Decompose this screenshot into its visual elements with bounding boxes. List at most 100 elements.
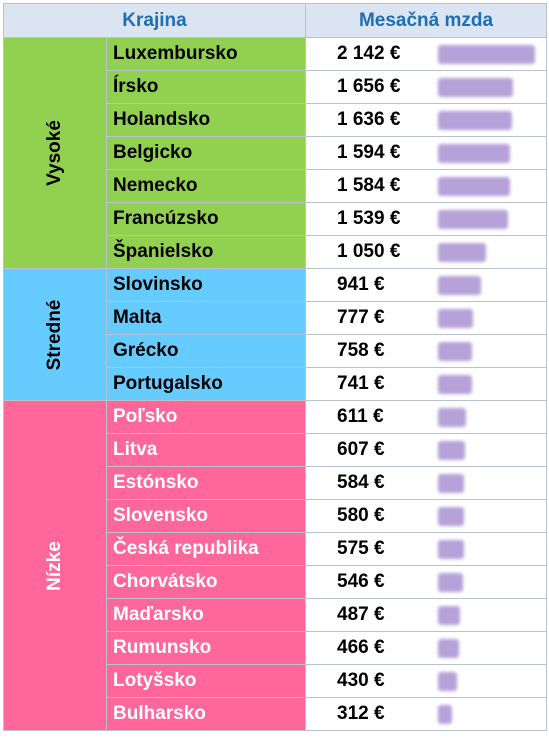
wage-cell: 1 636 € (305, 103, 548, 137)
wage-cell: 430 € (305, 664, 548, 698)
wage-cell: 575 € (305, 532, 548, 566)
wage-bar (438, 639, 460, 658)
group-label: Stredné (44, 299, 65, 370)
country-name: Slovensko (105, 499, 307, 533)
table-row: Stredné Slovinsko 941 € (3, 268, 548, 401)
table-row: Írsko 1 656 € (4, 70, 548, 104)
header-wage: Mesačná mzda (305, 3, 548, 38)
wage-bar (438, 507, 465, 526)
wage-bar (438, 243, 487, 262)
wage-cell: 758 € (305, 334, 548, 368)
wage-bar (438, 144, 511, 163)
wage-value: 758 € (337, 340, 385, 361)
table-row: Portugalsko 741 € (4, 367, 548, 401)
wage-bar (438, 111, 513, 130)
country-name: Belgicko (105, 136, 307, 170)
wage-cell: 1 594 € (305, 136, 548, 170)
wage-bar (438, 474, 465, 493)
country-name: Francúzsko (105, 202, 307, 236)
table-row: Holandsko 1 636 € (4, 103, 548, 137)
header-row: Krajina Mesačná mzda (2, 3, 548, 38)
wage-cell: 777 € (305, 301, 548, 335)
country-name: Malta (105, 301, 307, 335)
wage-value: 607 € (337, 439, 385, 460)
table-row: Nemecko 1 584 € (4, 169, 548, 203)
wage-value: 941 € (337, 274, 385, 295)
wage-bar (438, 210, 509, 229)
wage-value: 312 € (337, 703, 385, 724)
country-name: Nemecko (105, 169, 307, 203)
wage-value: 584 € (337, 472, 385, 493)
wage-bar (438, 705, 453, 724)
country-name: Litva (105, 433, 307, 467)
table-row: Francúzsko 1 539 € (4, 202, 548, 236)
country-name: Bulharsko (105, 697, 307, 731)
wage-cell: 1 656 € (305, 70, 548, 104)
wage-value: 466 € (337, 637, 385, 658)
table-row: Maďarsko 487 € (4, 598, 548, 632)
wage-bar (438, 408, 467, 427)
table-body: Vysoké Luxembursko 2 142 € Írsko 1 656 € Hola… (3, 37, 548, 731)
wage-cell: 1 539 € (305, 202, 548, 236)
wage-cell: 2 142 € (305, 37, 548, 71)
country-name: Grécko (105, 334, 307, 368)
wage-value: 580 € (337, 505, 385, 526)
table-row: Belgicko 1 594 € (4, 136, 548, 170)
wage-cell: 580 € (305, 499, 548, 533)
table-row: Estónsko 584 € (4, 466, 548, 500)
wage-bar (438, 177, 511, 196)
wage-value: 1 594 € (337, 142, 401, 163)
group-cell: Nízke (3, 400, 107, 731)
wage-bar (438, 375, 473, 394)
wage-table: Krajina Mesačná mzda Vysoké Luxembursko 2 … (2, 3, 548, 731)
wage-bar (438, 606, 461, 625)
wage-bar (438, 672, 458, 691)
wage-cell: 546 € (305, 565, 548, 599)
wage-cell: 741 € (305, 367, 548, 401)
wage-cell: 1 584 € (305, 169, 548, 203)
group-label: Nízke (44, 540, 65, 591)
wage-bar (438, 540, 465, 559)
wage-cell: 611 € (305, 400, 548, 434)
group-label: Vysoké (44, 120, 65, 186)
country-name: Írsko (105, 70, 307, 104)
table-row: Lotyšsko 430 € (4, 664, 548, 698)
wage-value: 2 142 € (337, 43, 401, 64)
wage-bar (438, 78, 514, 97)
table-row: Grécko 758 € (4, 334, 548, 368)
table-row: Slovensko 580 € (4, 499, 548, 533)
wage-cell: 487 € (305, 598, 548, 632)
wage-cell: 312 € (305, 697, 548, 731)
country-name: Portugalsko (105, 367, 307, 401)
wage-value: 777 € (337, 307, 385, 328)
table-row: Španielsko 1 050 € (4, 235, 548, 269)
wage-value: 1 584 € (337, 175, 401, 196)
wage-bar (438, 45, 536, 64)
table-row: Česká republika 575 € (4, 532, 548, 566)
country-name: Maďarsko (105, 598, 307, 632)
wage-cell: 466 € (305, 631, 548, 665)
wage-bar (438, 441, 466, 460)
country-name: Lotyšsko (105, 664, 307, 698)
country-name: Poľsko (105, 400, 307, 434)
table-row: Malta 777 € (4, 301, 548, 335)
wage-value: 546 € (337, 571, 385, 592)
wage-bar (438, 342, 473, 361)
wage-cell: 584 € (305, 466, 548, 500)
wage-value: 1 539 € (337, 208, 401, 229)
wage-value: 430 € (337, 670, 385, 691)
wage-value: 1 050 € (337, 241, 401, 262)
country-name: Estónsko (105, 466, 307, 500)
table-row: Bulharsko 312 € (4, 697, 548, 731)
wage-bar (438, 573, 464, 592)
wage-value: 575 € (337, 538, 385, 559)
country-name: Rumunsko (105, 631, 307, 665)
wage-value: 1 656 € (337, 76, 401, 97)
group-cell: Vysoké (3, 37, 107, 269)
wage-value: 1 636 € (337, 109, 401, 130)
header-country: Krajina (2, 3, 307, 38)
wage-cell: 1 050 € (305, 235, 548, 269)
wage-cell: 941 € (305, 268, 548, 302)
wage-bar (438, 276, 482, 295)
wage-value: 741 € (337, 373, 385, 394)
